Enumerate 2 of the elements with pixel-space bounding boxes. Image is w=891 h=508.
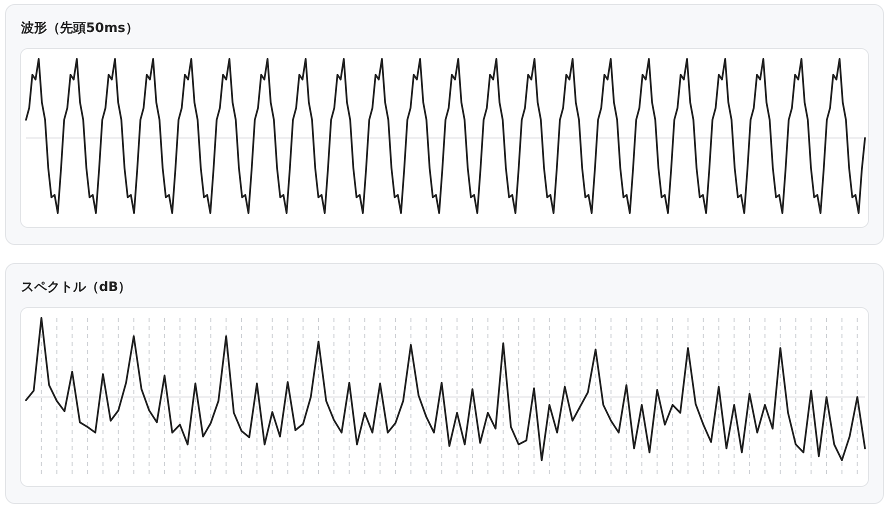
chart-title: 波形（先頭50ms） (21, 20, 138, 37)
chart-title: スペクトル（dB） (21, 279, 132, 296)
